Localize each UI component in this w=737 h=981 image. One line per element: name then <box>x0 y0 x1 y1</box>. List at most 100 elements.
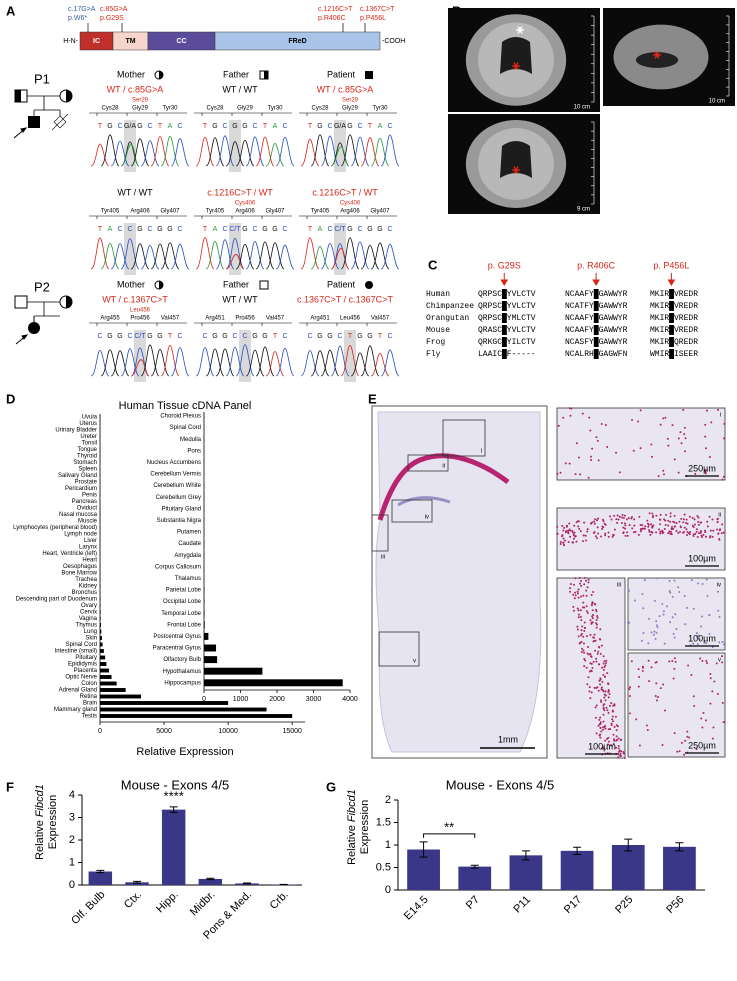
cell <box>574 594 577 597</box>
x-tick-label: 3000 <box>306 696 322 703</box>
base: C <box>282 333 287 340</box>
cell <box>675 530 678 533</box>
cell <box>717 532 720 535</box>
category-label: Pons <box>187 448 201 454</box>
cell <box>563 526 566 529</box>
variant-protein: p.P456L <box>360 15 386 22</box>
chart-title: Mouse - Exons 4/5 <box>446 777 554 792</box>
cell <box>602 662 605 665</box>
trace <box>195 347 215 377</box>
cell <box>604 694 607 697</box>
cell <box>585 635 588 638</box>
cell <box>636 420 639 423</box>
cell <box>664 416 667 419</box>
cell <box>643 579 646 582</box>
clip-rect <box>501 325 507 335</box>
base: G <box>137 226 142 233</box>
base: G <box>212 333 217 340</box>
base: T <box>378 333 383 340</box>
mutant-codon: Cys406 <box>340 201 361 207</box>
cell <box>604 739 607 742</box>
sequence-text: QRKGCGYILCTV <box>478 338 536 347</box>
cell <box>678 750 681 753</box>
cell <box>594 716 597 719</box>
cell <box>722 721 725 724</box>
trace <box>225 237 245 270</box>
cell <box>600 535 603 538</box>
cell <box>669 591 672 594</box>
variant-cdna: c.1367C>T <box>360 6 395 13</box>
trace <box>195 136 215 167</box>
pedigree-line <box>27 95 61 116</box>
cell <box>591 447 594 450</box>
cell <box>599 699 602 702</box>
trace <box>310 246 330 270</box>
cell <box>589 697 592 700</box>
y-axis-label: Expression <box>47 795 59 849</box>
icon <box>159 71 163 79</box>
icon <box>264 71 268 79</box>
cell <box>693 705 696 708</box>
cell <box>581 606 584 609</box>
cell <box>647 525 650 528</box>
cell <box>669 530 672 533</box>
base: C <box>97 333 102 340</box>
cell <box>672 677 675 680</box>
cell <box>618 754 621 757</box>
y-tick-label: 1 <box>69 856 75 868</box>
cell <box>673 579 676 582</box>
x-tick-label: 0 <box>98 728 102 735</box>
region-label: iii <box>381 555 385 561</box>
base: T <box>368 123 373 130</box>
sequence: QRASCSYVLCTV <box>478 326 536 335</box>
trace <box>340 344 360 377</box>
category-label: Vagina <box>79 616 98 622</box>
region-box <box>442 419 486 457</box>
category-label: Larynx <box>79 545 97 551</box>
base: T <box>273 333 278 340</box>
cell <box>572 593 575 596</box>
cell <box>577 613 580 616</box>
cell <box>576 607 579 610</box>
category-label: Cerebellum Vermis <box>150 472 201 478</box>
father-fill <box>15 90 21 102</box>
error-bar <box>243 882 251 885</box>
cell <box>587 578 590 581</box>
cell <box>665 605 668 608</box>
cell <box>629 686 632 689</box>
cell <box>722 531 725 534</box>
icon <box>159 281 163 289</box>
base: G <box>107 333 112 340</box>
cell <box>685 521 688 524</box>
cell <box>600 688 603 691</box>
category-label: Nucleus Accumbens <box>147 460 201 466</box>
cell <box>573 524 576 527</box>
base: A <box>213 226 218 233</box>
codon: Arg406 <box>130 209 150 215</box>
category-label: Colon <box>81 681 97 687</box>
trace <box>350 136 370 167</box>
category-label: Cerebellum White <box>153 483 201 489</box>
trace <box>310 134 330 167</box>
cell <box>608 515 611 518</box>
cell <box>572 583 575 586</box>
sequence: MKIRPQREDR <box>650 338 698 347</box>
cell <box>604 675 607 678</box>
trace <box>110 140 130 167</box>
highlight <box>229 223 241 275</box>
x-tick-label: P7 <box>464 894 482 912</box>
cell <box>617 518 620 521</box>
ventricle <box>500 37 532 74</box>
cell <box>656 626 659 629</box>
category-label: Kidney <box>79 584 97 590</box>
cell <box>612 720 615 723</box>
cell <box>659 513 662 516</box>
y-tick-label: 3 <box>69 811 75 823</box>
cell <box>673 458 676 461</box>
cell <box>705 659 708 662</box>
base: G <box>262 226 267 233</box>
species: Mouse <box>426 326 450 335</box>
cell <box>612 533 615 536</box>
cell <box>655 661 658 664</box>
cell <box>630 660 633 663</box>
